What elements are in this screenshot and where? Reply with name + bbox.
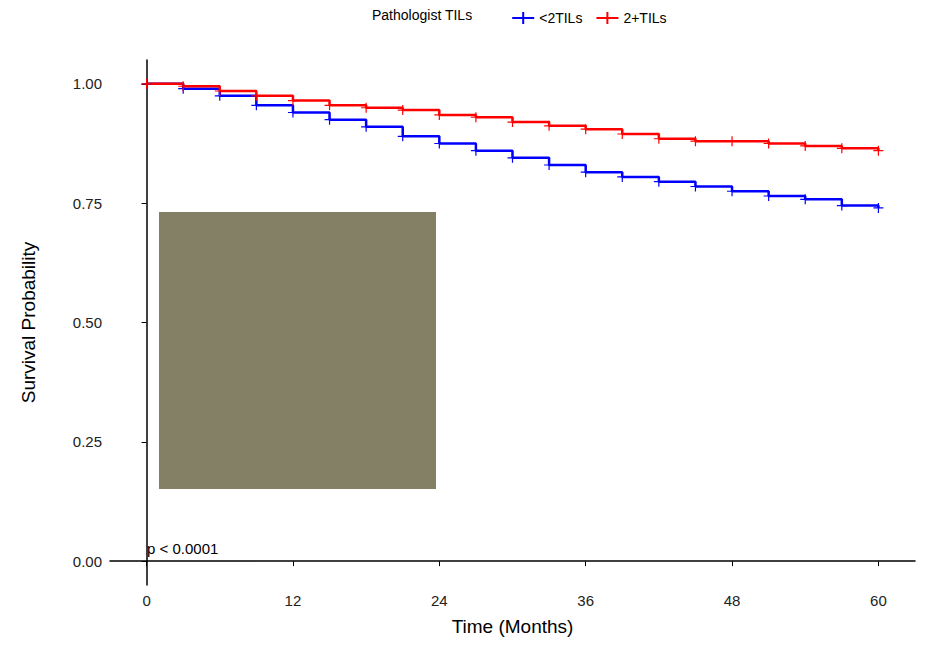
svg-text:0: 0 bbox=[142, 592, 150, 609]
svg-text:36: 36 bbox=[577, 592, 594, 609]
svg-text:0.00: 0.00 bbox=[73, 553, 102, 570]
svg-text:0.75: 0.75 bbox=[73, 195, 102, 212]
svg-text:Pathologist TILs: Pathologist TILs bbox=[372, 7, 472, 23]
svg-text:60: 60 bbox=[870, 592, 887, 609]
svg-text:<2TILs: <2TILs bbox=[539, 10, 582, 26]
svg-text:48: 48 bbox=[724, 592, 741, 609]
svg-text:0.50: 0.50 bbox=[73, 314, 102, 331]
svg-text:12: 12 bbox=[285, 592, 302, 609]
svg-text:0.25: 0.25 bbox=[73, 433, 102, 450]
svg-text:24: 24 bbox=[431, 592, 448, 609]
svg-text:Time (Months): Time (Months) bbox=[452, 616, 574, 637]
svg-text:2+TILs: 2+TILs bbox=[623, 10, 666, 26]
svg-text:1.00: 1.00 bbox=[73, 75, 102, 92]
svg-text:p < 0.0001: p < 0.0001 bbox=[147, 540, 218, 557]
svg-text:Survival Probability: Survival Probability bbox=[18, 241, 39, 403]
